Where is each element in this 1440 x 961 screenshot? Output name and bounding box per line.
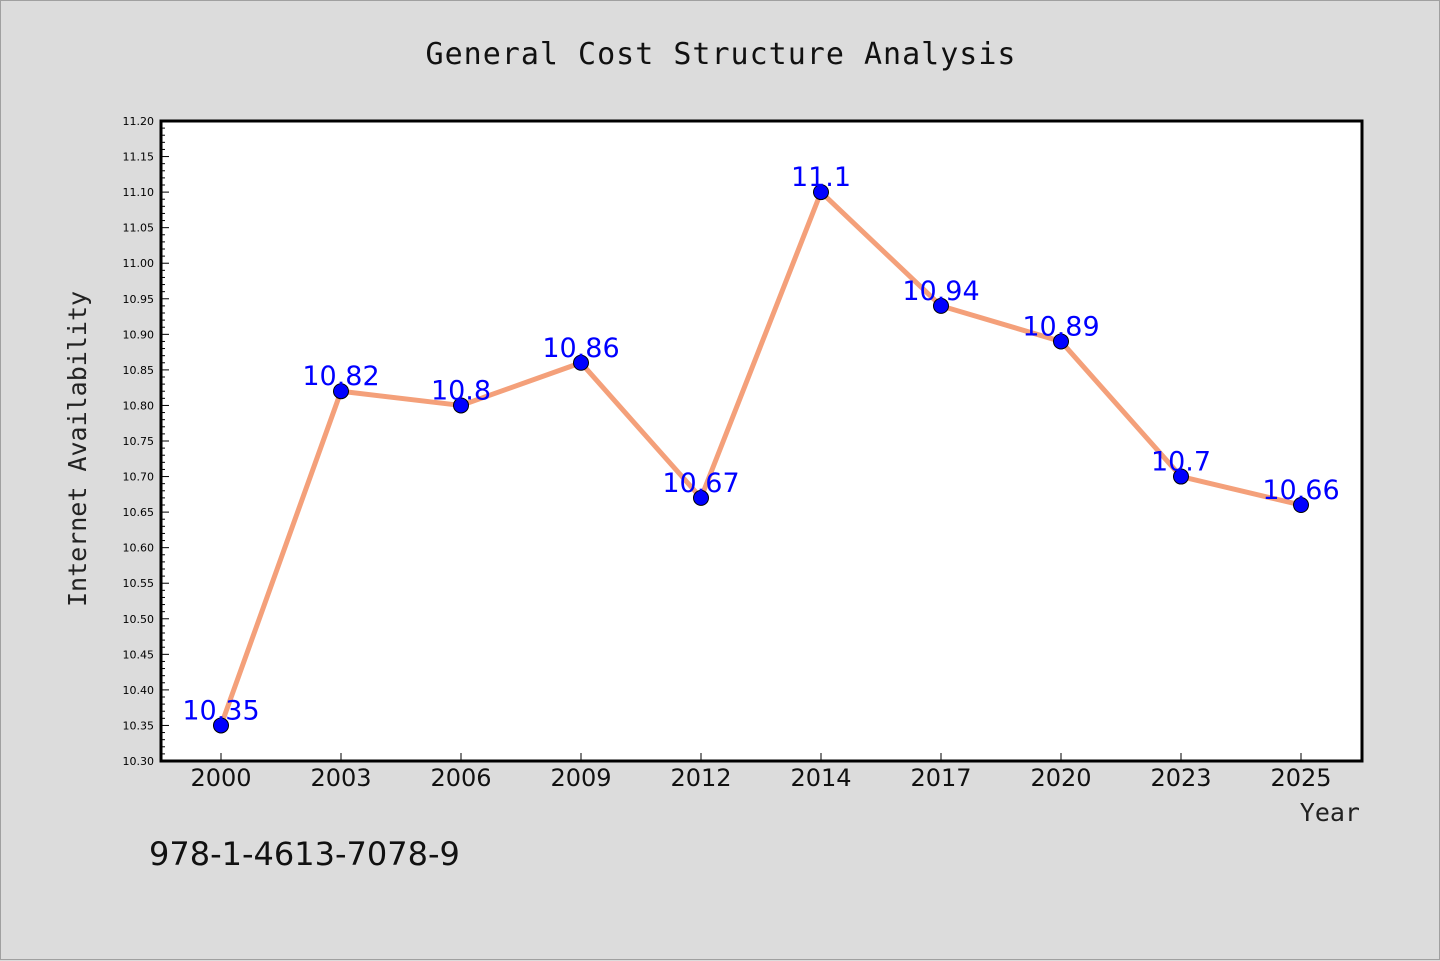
data-point bbox=[693, 489, 709, 506]
data-point bbox=[1293, 497, 1309, 513]
data-point bbox=[1053, 333, 1069, 350]
isbn-footer: 978-1-4613-7078-9 bbox=[149, 835, 460, 873]
data-point bbox=[453, 397, 469, 414]
y-tick-label: 10.95 bbox=[123, 293, 155, 306]
y-tick-label: 10.80 bbox=[123, 399, 155, 412]
x-tick-label: 2009 bbox=[550, 764, 611, 792]
data-labels: 10.35 10.82 10.8 10.86 10.67 11.1 10.94 10.89 10… bbox=[182, 162, 1339, 726]
y-tick-label: 10.55 bbox=[123, 577, 155, 590]
y-tick-label: 10.30 bbox=[123, 755, 155, 768]
x-tick-label: 2003 bbox=[310, 764, 371, 792]
data-label: 10.67 bbox=[662, 468, 739, 499]
x-axis-label: Year bbox=[1300, 798, 1360, 827]
data-point bbox=[813, 184, 829, 201]
data-point bbox=[333, 383, 349, 400]
series-line bbox=[218, 189, 1304, 728]
data-label: 11.1 bbox=[791, 162, 851, 193]
data-label: 10.94 bbox=[902, 276, 979, 307]
data-label: 10.7 bbox=[1151, 447, 1211, 478]
data-point bbox=[213, 717, 229, 734]
y-tick-label: 10.60 bbox=[123, 542, 155, 555]
y-tick-label: 11.10 bbox=[123, 186, 155, 199]
data-point bbox=[933, 297, 949, 314]
x-tick-label: 2025 bbox=[1270, 764, 1331, 792]
data-point bbox=[1173, 468, 1189, 485]
data-label: 10.8 bbox=[431, 375, 491, 406]
y-tick-label: 10.50 bbox=[123, 613, 155, 626]
x-tick-label: 2023 bbox=[1150, 764, 1211, 792]
y-tick-label: 11.05 bbox=[123, 222, 155, 235]
x-tick-label: 2006 bbox=[430, 764, 491, 792]
y-tick-label: 10.70 bbox=[123, 471, 155, 484]
y-tick-label: 11.20 bbox=[123, 115, 155, 128]
x-tick-label: 2014 bbox=[790, 764, 851, 792]
x-tick-label: 2017 bbox=[910, 764, 971, 792]
y-tick-label: 10.75 bbox=[123, 435, 155, 448]
y-tick-label: 11.15 bbox=[123, 151, 155, 164]
y-tick-label: 10.85 bbox=[123, 364, 155, 377]
y-axis-label: Internet Availability bbox=[63, 291, 92, 607]
data-point bbox=[573, 354, 589, 371]
y-tick-label: 10.45 bbox=[123, 648, 155, 661]
data-label: 10.89 bbox=[1022, 311, 1099, 342]
x-tick-label: 2012 bbox=[670, 764, 731, 792]
data-label: 10.86 bbox=[542, 333, 619, 364]
y-tick-label: 11.00 bbox=[123, 257, 155, 270]
y-tick-label: 10.35 bbox=[123, 719, 155, 732]
data-label: 10.35 bbox=[182, 695, 259, 726]
data-label: 10.82 bbox=[302, 361, 379, 392]
data-label: 10.66 bbox=[1262, 475, 1339, 506]
data-markers bbox=[213, 184, 1309, 734]
x-tick-label: 2020 bbox=[1030, 764, 1091, 792]
y-tick-label: 10.40 bbox=[123, 684, 155, 697]
chart-title: General Cost Structure Analysis bbox=[426, 37, 1017, 72]
y-tick-label: 10.90 bbox=[123, 328, 155, 341]
plot-area bbox=[159, 119, 1364, 763]
x-tick-label: 2000 bbox=[190, 764, 251, 792]
x-axis: 2000 2003 2006 2009 2012 2014 2017 2020 2023 2025 bbox=[190, 753, 1332, 792]
y-tick-label: 10.65 bbox=[123, 506, 155, 519]
y-axis: 10.30 10.35 10.40 10.45 10.50 10.55 10.60 10.65… bbox=[123, 115, 169, 768]
